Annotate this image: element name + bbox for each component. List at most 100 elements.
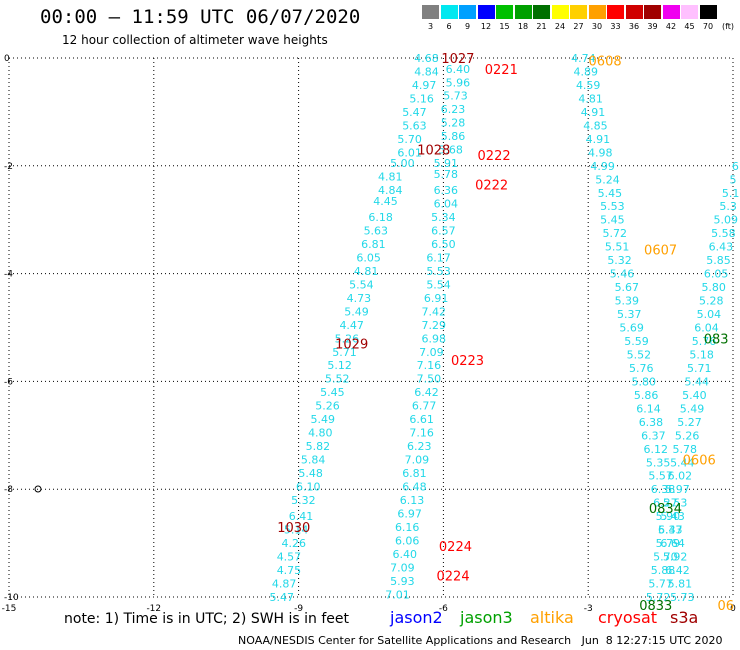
swh-value: 4.73: [347, 292, 372, 305]
scale-label: 45: [684, 22, 695, 31]
swh-value: 5: [730, 173, 737, 186]
swh-value: 5.71: [687, 362, 712, 375]
scale-label: 15: [499, 22, 510, 31]
scale-swatch: [644, 5, 661, 19]
swh-value: 5.72: [646, 591, 671, 604]
scale-swatch: [459, 5, 476, 19]
swh-value: 5.76: [692, 335, 717, 348]
footnote: note: 1) Time is in UTC; 2) SWH is in fe…: [64, 611, 350, 627]
pass-time-label: 1027: [441, 52, 474, 67]
swh-value: 5.80: [701, 281, 726, 294]
swh-value: 5.14: [284, 524, 309, 537]
swh-value: 5.68: [438, 144, 463, 157]
swh-value: 5.71: [332, 346, 357, 359]
pass-time-label: 0222: [478, 149, 511, 164]
swh-value: 6.48: [402, 481, 427, 494]
swh-value: 6.98: [421, 332, 446, 345]
swh-value: 6.64: [660, 537, 685, 550]
swh-value: 6.38: [651, 483, 676, 496]
pass-time-label: 0223: [451, 354, 484, 369]
swh-value: 6.37: [641, 429, 666, 442]
swh-value: 5.46: [610, 268, 635, 281]
swh-value: 5.86: [441, 130, 466, 143]
scale-swatch: [496, 5, 513, 19]
swh-value: 6.17: [426, 251, 451, 264]
swh-value: 5.91: [434, 157, 459, 170]
pass-time-label: 0221: [485, 63, 518, 78]
scale-label: 42: [665, 22, 677, 31]
swh-value: 5.18: [689, 348, 714, 361]
swh-value: 5.26: [675, 429, 700, 442]
scale-swatch: [625, 5, 643, 19]
swh-value: 6.23: [441, 103, 466, 116]
swh-value: 5.26: [315, 400, 340, 413]
swh-value: 6.01: [397, 146, 422, 159]
pass-time-labels: 1027 0221 1028 0222 0222 1029 0223 1030 0224 0224…: [277, 52, 734, 614]
swh-value: 4.85: [583, 119, 608, 132]
scale-label: 3: [427, 22, 434, 31]
legend-s3a: s3a: [670, 608, 699, 627]
swh-value: 5.92: [663, 551, 688, 564]
swh-value: 5.82: [306, 440, 331, 453]
swh-value: 5.27: [677, 416, 702, 429]
y-tick-label: 0: [4, 54, 10, 64]
swh-value: 5.26: [335, 332, 360, 345]
swh-value: 5.73: [670, 591, 695, 604]
swh-value: 5.57: [648, 470, 673, 483]
scale-swatch: [551, 5, 569, 19]
swh-value: 4.81: [578, 92, 603, 105]
x-tick-label: 0: [730, 604, 736, 614]
swh-value: 7.16: [417, 359, 442, 372]
scale-label: 12: [480, 22, 492, 31]
swh-value: 5.81: [668, 578, 693, 591]
legend-altika: altika: [530, 608, 574, 627]
swh-value: 7.16: [409, 427, 434, 440]
swh-value: 7.29: [421, 319, 446, 332]
swh-value: 4.81: [354, 265, 379, 278]
page-title: 00:00 – 11:59 UTC 06/07/2020: [40, 6, 361, 28]
x-tick-label: -6: [439, 604, 448, 614]
swh-value: 4.74: [571, 52, 596, 65]
swh-value: 7.09: [419, 346, 444, 359]
swh-value: 6.40: [446, 63, 471, 76]
swh-value: 4.98: [588, 146, 613, 159]
swh-value: 6.43: [658, 524, 683, 537]
swh-value: 6.12: [644, 443, 669, 456]
pass-time-label: 0224: [437, 569, 470, 584]
credit-line: NOAA/NESDIS Center for Satellite Applica…: [238, 634, 723, 647]
swh-value: 5.90: [656, 510, 681, 523]
swh-value: 5.70: [397, 133, 422, 146]
swh-value: 6.16: [395, 521, 420, 534]
swh-value: 5.09: [714, 214, 739, 227]
swh-value: 5.49: [310, 413, 335, 426]
scale-swatch: [440, 5, 458, 19]
swh-value: 6.04: [434, 198, 459, 211]
map-grid: [8, 57, 734, 598]
scale-label: 18: [517, 22, 529, 31]
location-marker-icon: [34, 485, 42, 493]
swh-value: 5.53: [600, 200, 625, 213]
swh-value: 5.52: [325, 373, 350, 386]
scale-label: 27: [573, 22, 584, 31]
pass-time-label: 0833: [639, 599, 672, 614]
swh-value: 5.72: [602, 227, 627, 240]
legend-jason3: jason3: [460, 608, 513, 627]
scale-label: 36: [628, 22, 640, 31]
swh-value: 5.63: [364, 224, 389, 237]
scale-swatch: [607, 5, 624, 19]
swh-value: 5.84: [301, 454, 326, 467]
swh-value: 5.37: [617, 308, 642, 321]
x-tick-label: -12: [146, 604, 161, 614]
scale-swatch: [588, 5, 606, 19]
swh-value: 6.41: [289, 510, 314, 523]
swh-value: 5.1: [722, 187, 740, 200]
swh-value: 6.97: [397, 507, 422, 520]
swh-value: 5.45: [598, 187, 623, 200]
swh-value: 4.91: [586, 133, 611, 146]
swh-value: 6.40: [393, 548, 418, 561]
swh-value: 4.68: [414, 52, 439, 65]
swh-value: 5.32: [607, 254, 632, 267]
swh-value: 5.04: [697, 308, 722, 321]
x-tick-label: -15: [2, 604, 17, 614]
